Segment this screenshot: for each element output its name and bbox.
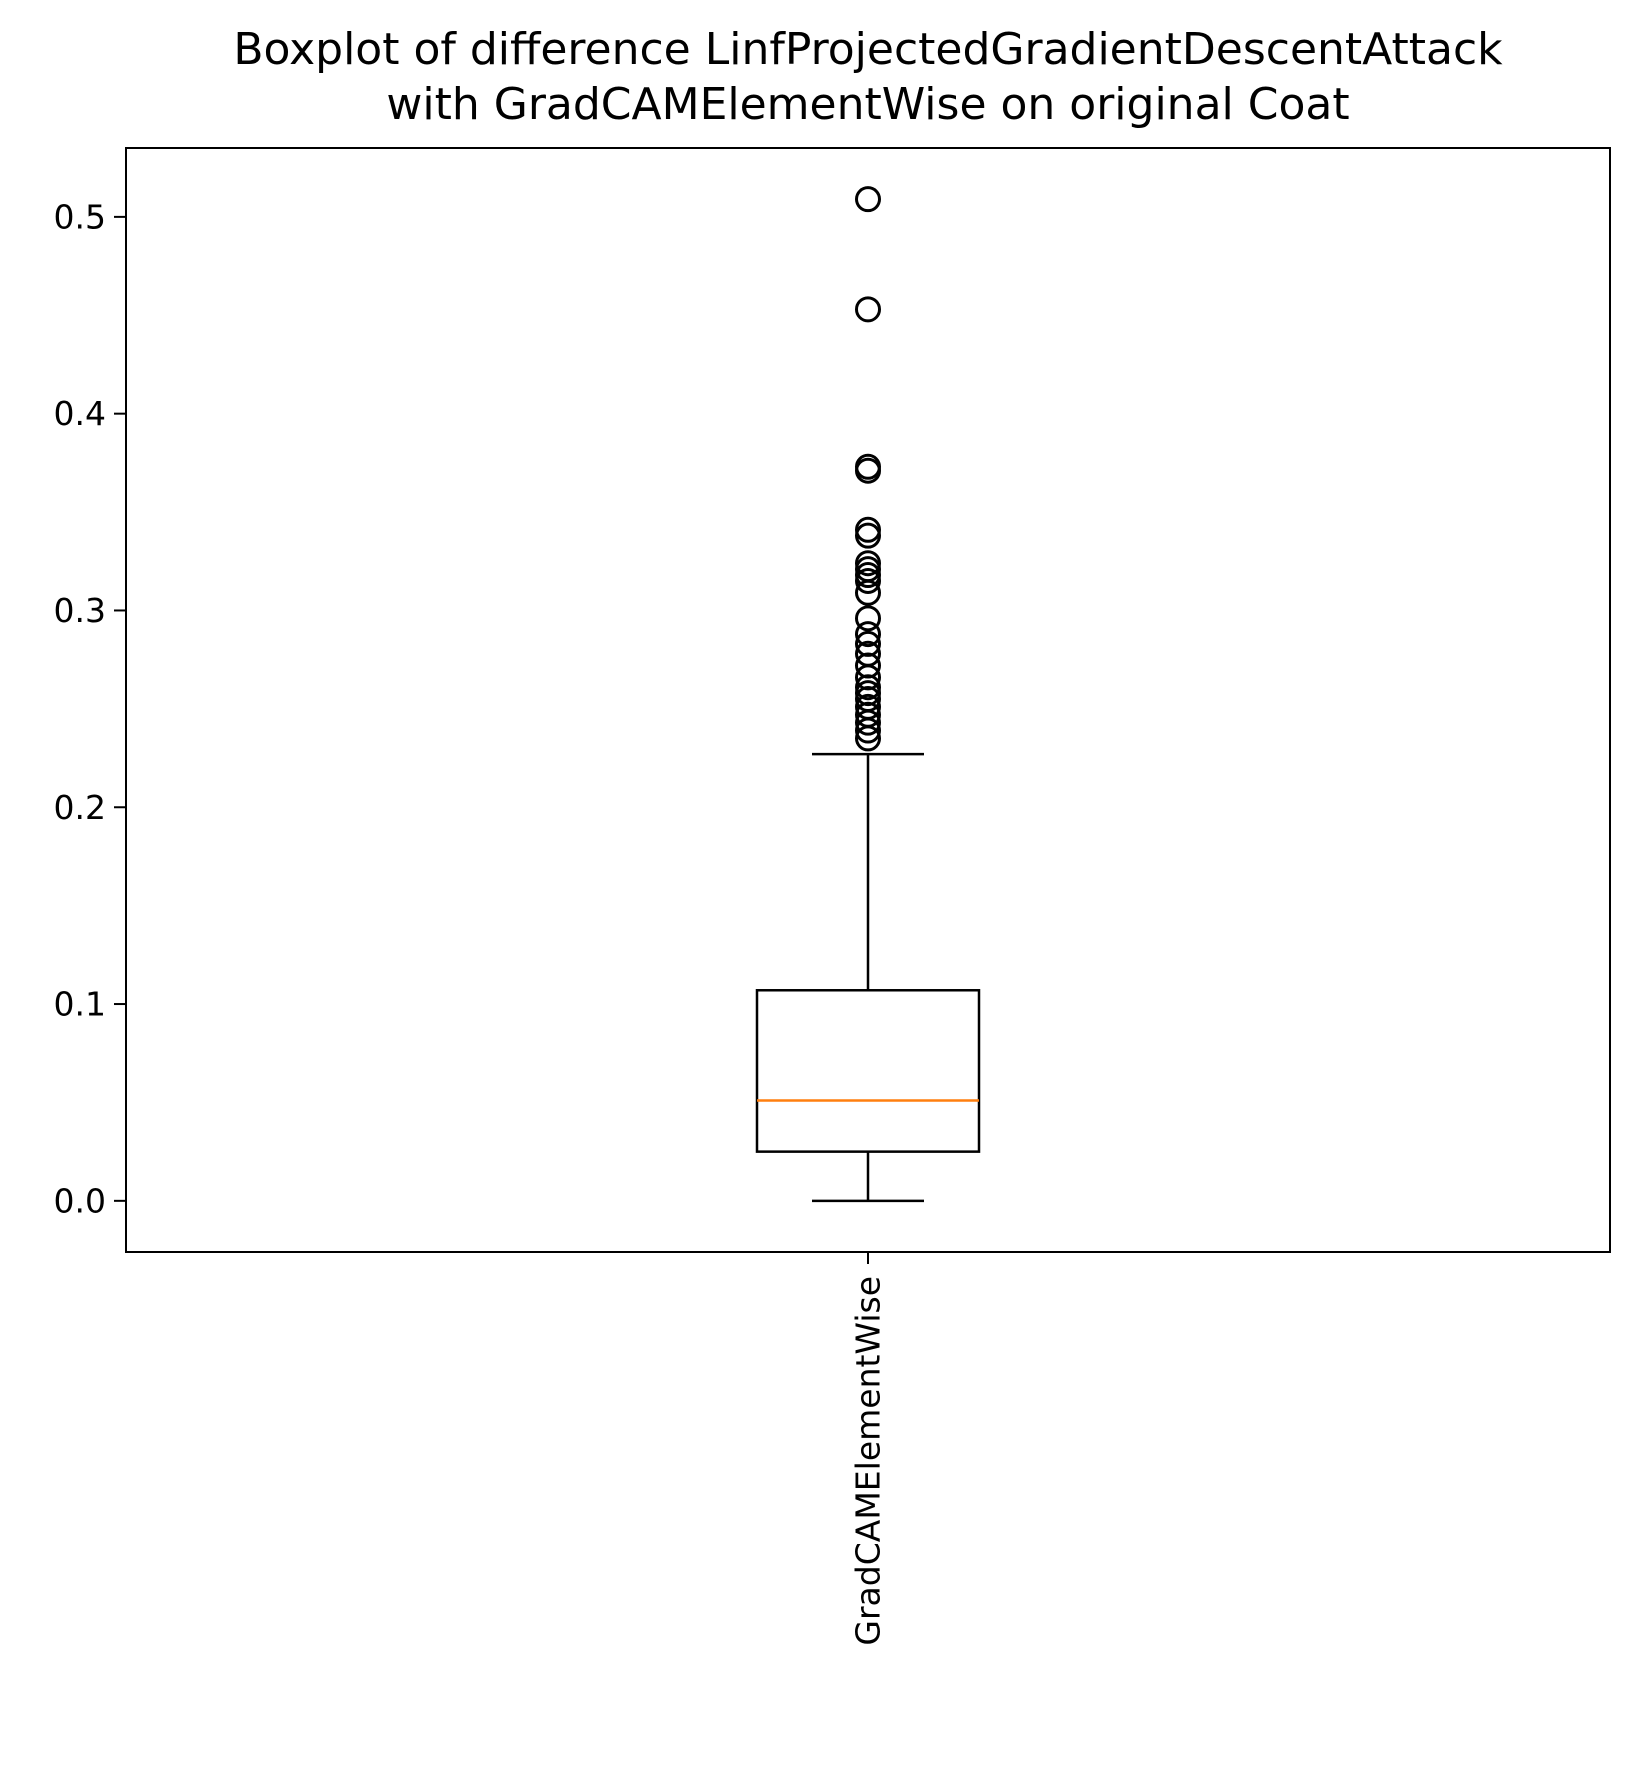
y-axis: 0.0 0.1 0.2 0.3 0.4 0.5 xyxy=(54,197,126,1220)
outlier-point xyxy=(855,717,881,744)
outlier-point xyxy=(855,567,881,594)
outlier-point xyxy=(855,605,881,632)
x-tick-label: GradCAMElementWise xyxy=(849,1276,888,1646)
y-tick-label: 0.1 xyxy=(54,985,106,1024)
outlier-point xyxy=(855,296,881,323)
y-tick-label: 0.3 xyxy=(54,591,106,630)
outlier-point xyxy=(855,579,881,606)
outlier-point xyxy=(855,621,881,648)
y-tick-label: 0.2 xyxy=(54,788,106,827)
y-tick-label: 0.0 xyxy=(54,1181,106,1220)
outlier-point xyxy=(855,522,881,549)
chart-title-line-1: Boxplot of difference LinfProjectedGradi… xyxy=(233,24,1503,75)
y-tick-label: 0.4 xyxy=(54,394,106,433)
outlier-point xyxy=(855,725,881,752)
chart-title-line-2: with GradCAMElementWise on original Coat xyxy=(386,79,1349,130)
x-axis: GradCAMElementWise xyxy=(849,1252,888,1646)
y-tick-label: 0.5 xyxy=(54,197,106,236)
outlier-point xyxy=(855,186,881,213)
outlier-point xyxy=(855,709,881,736)
box-series xyxy=(755,186,981,1203)
interquartile-box xyxy=(755,989,981,1153)
outlier-point xyxy=(855,457,881,484)
